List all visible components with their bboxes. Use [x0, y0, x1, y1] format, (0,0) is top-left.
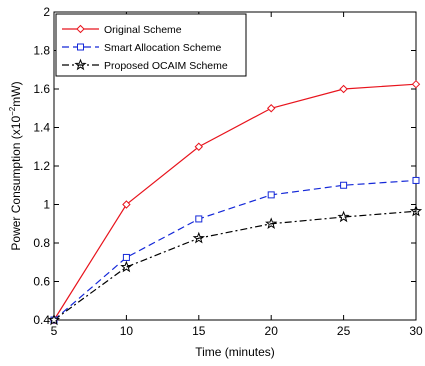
data-point-2	[265, 217, 278, 229]
legend-marker-sample	[77, 43, 84, 51]
legend-samples	[62, 24, 99, 71]
data-point-0	[266, 104, 276, 113]
x-tick-label: 30	[409, 324, 423, 338]
series-line-2	[53, 210, 417, 321]
y-tick-label: 1.6	[33, 82, 50, 96]
y-tick-label: 1.2	[33, 159, 50, 173]
data-point-0	[122, 200, 131, 209]
y-tick-label: 1	[43, 198, 50, 212]
legend: Original Scheme Smart Allocation Scheme …	[55, 13, 247, 77]
data-point-0	[411, 79, 421, 89]
series-line-0	[53, 83, 417, 321]
x-tick-label: 20	[265, 324, 279, 338]
legend-label-smart-allocation: Smart Allocation Scheme	[104, 42, 221, 54]
y-tick-label: 0.4	[33, 313, 50, 327]
data-point-2	[409, 204, 423, 217]
y-tick-label: 0.8	[33, 236, 50, 250]
y-tick-label: 1.4	[33, 121, 50, 135]
y-axis-label-prefix: Power Consumption (x10	[9, 116, 23, 251]
x-tick-label: 10	[120, 324, 134, 338]
x-tick-label: 15	[192, 324, 206, 338]
data-point-2	[120, 260, 133, 273]
data-point-0	[194, 142, 204, 151]
data-point-1	[122, 253, 130, 261]
legend-marker-sample	[76, 24, 85, 34]
legend-box	[55, 13, 247, 77]
y-tick-label: 1.8	[33, 44, 50, 58]
series-line-1	[53, 179, 417, 321]
y-tick-label: 2	[43, 5, 50, 19]
x-axis-label: Time (minutes)	[195, 345, 275, 359]
y-tick-label: 0.6	[33, 275, 50, 289]
axis-ticks: 5 10 15 20 25 30 0.4 0.6 0.8 1 1.2 1.4 1.6 1.8 2	[33, 5, 423, 338]
y-axis-label: Power Consumption (x10−2mW)	[8, 81, 23, 250]
y-axis-label-suffix: mW)	[9, 81, 23, 106]
legend-label-proposed-ocaim: Proposed OCAIM Scheme	[104, 60, 228, 72]
data-point-2	[337, 210, 350, 223]
x-tick-label: 5	[51, 324, 58, 338]
data-point-1	[340, 181, 348, 189]
y-axis-label-exponent: −2	[8, 106, 17, 116]
legend-label-original: Original Scheme	[104, 24, 182, 36]
data-point-1	[195, 215, 203, 223]
data-point-0	[339, 84, 348, 94]
legend-marker-sample	[74, 58, 87, 71]
data-point-1	[267, 191, 275, 199]
series-markers	[47, 79, 423, 326]
x-tick-label: 25	[337, 324, 351, 338]
series-lines	[53, 83, 417, 321]
data-point-2	[192, 231, 205, 244]
data-point-1	[412, 176, 420, 184]
data-point-2	[47, 313, 61, 326]
